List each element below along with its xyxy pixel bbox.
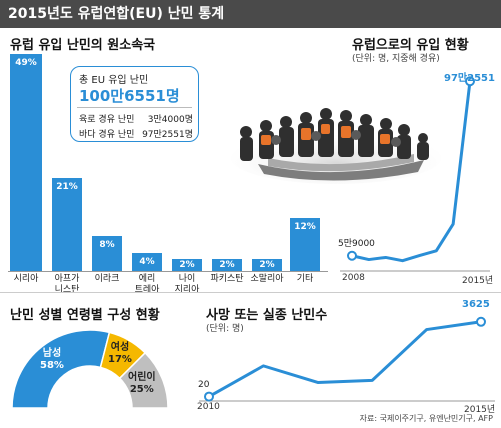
land-route-value: 3만4000명 (147, 115, 193, 125)
bar-category-label: 기타 (296, 274, 314, 284)
bar-category-label: 아프가 니스탄 (54, 274, 80, 295)
bar-2 (52, 178, 82, 271)
deaths-unit: (단위: 명) (206, 324, 244, 334)
deaths-x-start: 2010 (197, 402, 220, 412)
child-label: 어린이 25% (128, 372, 156, 396)
sea-route-value: 97만2551명 (142, 130, 193, 140)
total-box-divider (77, 107, 192, 108)
donut-slice-1 (11, 329, 111, 409)
bar-value-label: 2% (252, 259, 282, 271)
origin-chart-title: 유럽 유입 난민의 원소속국 (10, 38, 156, 53)
gender-donut-chart (11, 329, 169, 409)
female-label: 여성 17% (108, 342, 132, 366)
bar-value-label: 12% (290, 220, 320, 233)
sea-route-label: 바다 경유 난민 (79, 130, 135, 140)
child-label-text: 어린이 (128, 372, 156, 383)
female-label-text: 여성 (110, 342, 130, 353)
female-value-text: 17% (108, 354, 132, 365)
deaths-chart-title: 사망 또는 실종 난민수 (206, 308, 328, 323)
land-route-row: 육로 경유 난민 3만4000명 (79, 112, 193, 125)
bar-value-label: 2% (212, 259, 242, 271)
bar-category-label: 에리 트레아 (134, 274, 160, 295)
section-divider (0, 292, 501, 293)
child-value-text: 25% (129, 384, 154, 395)
bar-value-label: 8% (92, 238, 122, 251)
deaths-start-label: 20 (198, 380, 210, 390)
deaths-x-end: 2015년 (464, 405, 496, 415)
total-box-title: 총 EU 유입 난민 (79, 75, 149, 86)
deaths-line-chart (199, 316, 495, 402)
bar-value-label: 49% (10, 57, 42, 69)
sea-route-row: 바다 경유 난민 97만2551명 (79, 127, 193, 140)
bar-category-label: 시리아 (13, 274, 39, 284)
inflow-x-start: 2008 (342, 273, 365, 283)
bar-category-label: 나이 지리아 (174, 274, 200, 295)
inflow-chart-title: 유럽으로의 유입 현황 (352, 38, 469, 53)
bar-value-label: 4% (132, 256, 162, 269)
inflow-x-end: 2015년 (462, 276, 494, 286)
page-title: 2015년도 유럽연합(EU) 난민 통계 (0, 0, 501, 28)
origin-chart-baseline (8, 271, 328, 272)
male-label: 남성 58% (40, 348, 64, 372)
inflow-end-label: 97만2551 (444, 73, 495, 84)
gender-chart-title: 난민 성별 연령별 구성 현황 (10, 308, 160, 323)
series-endpoint (204, 391, 214, 402)
deaths-end-label: 3625 (462, 299, 490, 310)
total-box-value: 100만6551명 (79, 87, 180, 105)
bar-category-label: 파키스탄 (210, 274, 244, 284)
male-label-text: 남성 (42, 348, 62, 359)
refugee-boat-photo (231, 108, 441, 184)
bar-1 (10, 54, 42, 271)
donut-slice-3 (118, 351, 169, 409)
series-endpoint (476, 316, 486, 327)
bar-category-label: 소말리아 (250, 274, 284, 284)
series-endpoint (465, 76, 475, 87)
bar-value-label: 2% (172, 259, 202, 271)
source-note: 자료: 국제이주기구, 유엔난민기구, AFP (359, 414, 493, 423)
inflow-line-chart (340, 76, 490, 272)
bar-category-label: 이라크 (94, 274, 120, 284)
land-route-label: 육로 경유 난민 (79, 115, 135, 125)
series-line (351, 81, 472, 263)
series-line (208, 320, 482, 398)
bar-value-label: 21% (52, 181, 82, 193)
inflow-unit: (단위: 명, 지중해 경유) (352, 54, 440, 64)
series-endpoint (347, 250, 357, 261)
inflow-start-label: 5만9000 (338, 239, 375, 249)
total-refugees-box: 총 EU 유입 난민 100만6551명 육로 경유 난민 3만4000명 바다… (70, 66, 199, 142)
male-value-text: 58% (40, 360, 64, 371)
